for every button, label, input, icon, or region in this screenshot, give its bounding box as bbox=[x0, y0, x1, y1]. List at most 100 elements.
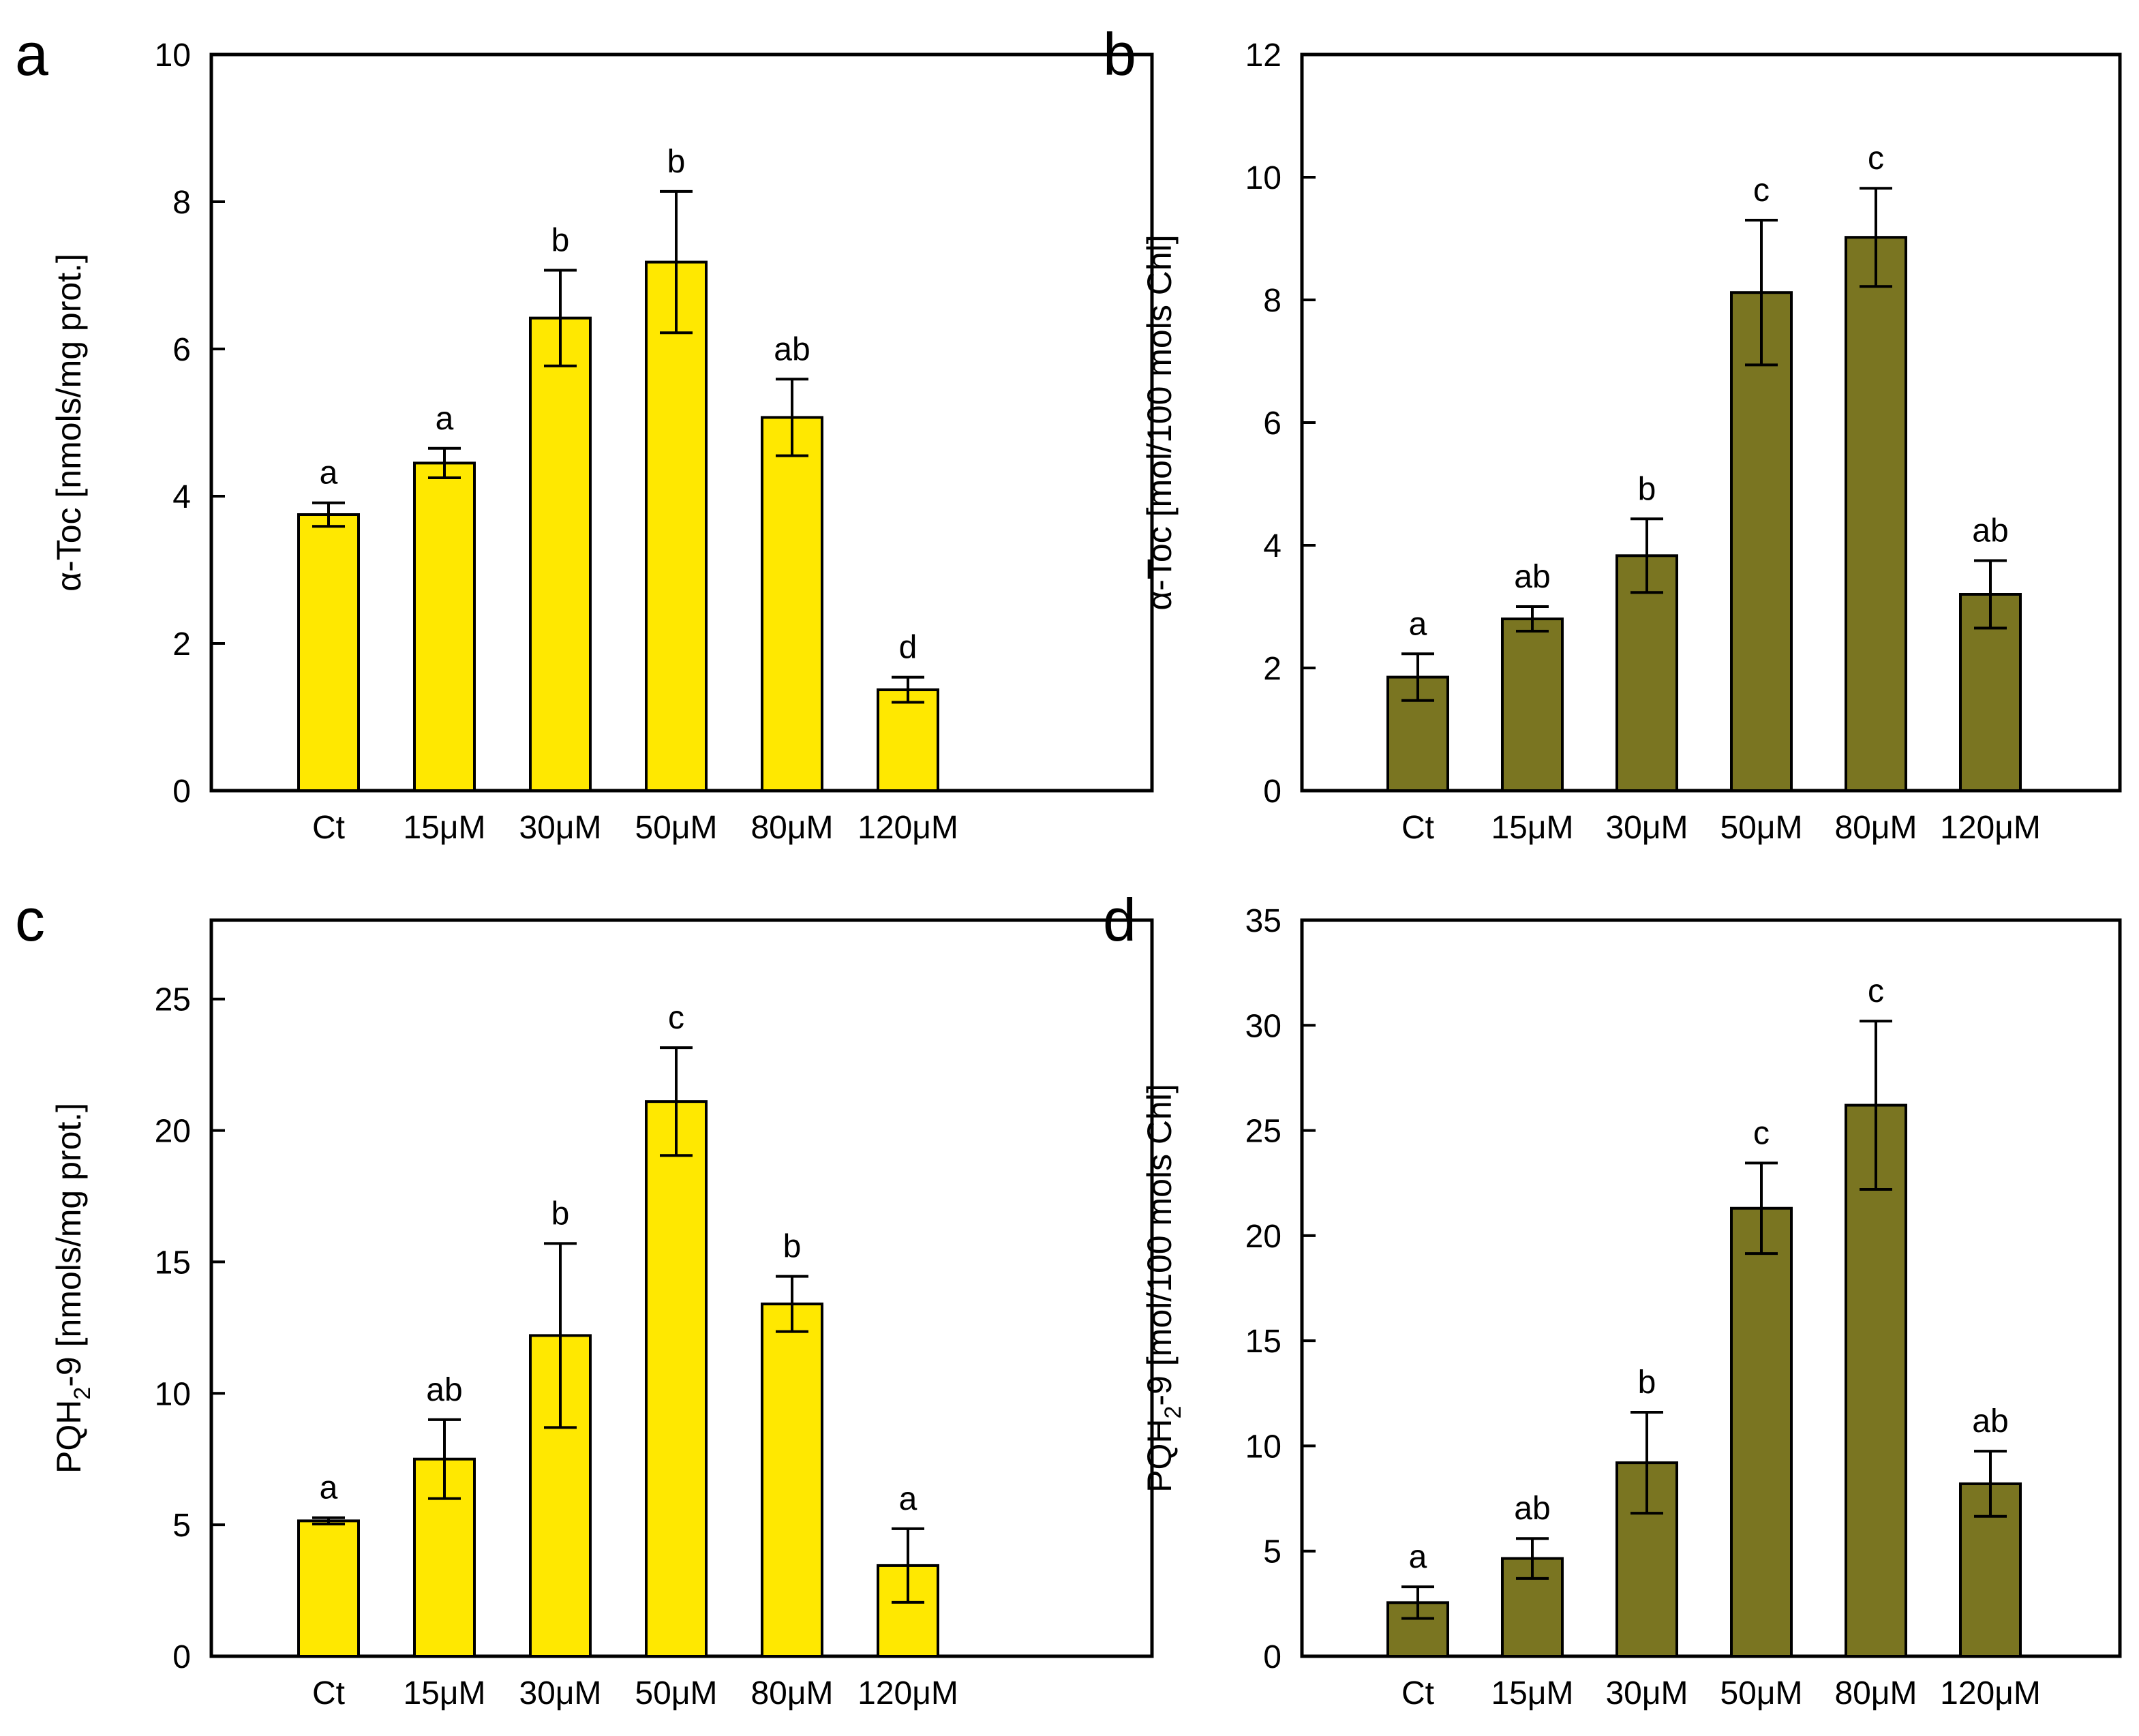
bar bbox=[1730, 1206, 1793, 1658]
category-label: 120μM bbox=[1940, 1675, 2041, 1711]
y-tick-label: 2 bbox=[172, 626, 191, 663]
category-label: Ct bbox=[312, 1675, 345, 1711]
y-tick-label: 0 bbox=[172, 774, 191, 810]
category-label: 30μM bbox=[1605, 810, 1688, 846]
plot-frame bbox=[1300, 918, 2122, 1658]
y-axis-label-subscript: 2 bbox=[1160, 1406, 1186, 1419]
significance-letter: ab bbox=[1514, 1491, 1550, 1527]
y-tick-label: 0 bbox=[172, 1639, 191, 1675]
y-tick-label: 25 bbox=[1245, 1114, 1281, 1150]
y-tick-label: 15 bbox=[1245, 1324, 1281, 1360]
significance-letter: c bbox=[668, 1000, 684, 1036]
significance-letter: b bbox=[551, 1196, 570, 1232]
significance-letter: ab bbox=[1972, 513, 2008, 549]
category-label: 120μM bbox=[858, 810, 958, 846]
y-tick-label: 4 bbox=[1263, 528, 1281, 564]
bar bbox=[297, 513, 360, 792]
category-label: 30μM bbox=[519, 1675, 601, 1711]
y-axis-label: PQH2-9 [mol/100 mols Chl] bbox=[1140, 1084, 1186, 1493]
y-tick-label: 20 bbox=[155, 1114, 191, 1150]
y-axis-label: α-Toc [nmols/mg prot.] bbox=[50, 254, 88, 592]
category-label: 80μM bbox=[1834, 1675, 1917, 1711]
y-axis-label-main: PQH bbox=[50, 1400, 88, 1474]
y-tick-label: 6 bbox=[1263, 406, 1281, 442]
y-tick-label: 0 bbox=[1263, 774, 1281, 810]
y-axis-label-rest: -9 [mol/100 mols Chl] bbox=[1140, 1084, 1179, 1405]
category-label: 15μM bbox=[1491, 1675, 1573, 1711]
bar bbox=[761, 1303, 823, 1658]
significance-letter: a bbox=[1409, 1539, 1427, 1575]
significance-letter: c bbox=[1868, 973, 1884, 1009]
category-label: 80μM bbox=[750, 1675, 833, 1711]
significance-letter: a bbox=[899, 1481, 917, 1517]
y-axis-label-main: PQH bbox=[1140, 1418, 1179, 1492]
chart-panel-a: a 0 2 4 6 8 10 α-Toc [nmols/mg prot.] a Ct a 15μM b 3… bbox=[15, 20, 1154, 846]
significance-letter: ab bbox=[1972, 1403, 2008, 1440]
category-label: 30μM bbox=[519, 810, 601, 846]
significance-letter: d bbox=[899, 630, 917, 666]
significance-letter: a bbox=[320, 455, 338, 491]
panel-letter: a bbox=[15, 20, 48, 88]
y-tick-label: 20 bbox=[1245, 1219, 1281, 1255]
category-label: Ct bbox=[1401, 1675, 1434, 1711]
y-axis-label: α-Toc [mol/100 mols Chl] bbox=[1140, 234, 1179, 610]
panel-letter: d bbox=[1103, 886, 1136, 954]
y-tick-label: 0 bbox=[1263, 1639, 1281, 1675]
category-label: 50μM bbox=[635, 810, 717, 846]
y-tick-label: 12 bbox=[1245, 37, 1281, 74]
bar bbox=[1615, 554, 1678, 792]
significance-letter: b bbox=[783, 1229, 802, 1265]
y-axis-label: PQH2-9 [nmols/mg prot.] bbox=[50, 1103, 95, 1474]
category-label: 50μM bbox=[635, 1675, 717, 1711]
significance-letter: b bbox=[1638, 1365, 1656, 1401]
y-tick-label: 10 bbox=[1245, 160, 1281, 196]
category-label: 120μM bbox=[1940, 810, 2041, 846]
significance-letter: a bbox=[320, 1470, 338, 1506]
y-tick-label: 8 bbox=[172, 185, 191, 221]
y-tick-label: 15 bbox=[155, 1245, 191, 1281]
significance-letter: c bbox=[1753, 172, 1770, 209]
y-tick-label: 30 bbox=[1245, 1008, 1281, 1044]
y-tick-label: 5 bbox=[1263, 1534, 1281, 1570]
bar bbox=[645, 260, 708, 792]
y-tick-label: 6 bbox=[172, 332, 191, 368]
y-axis-label-subscript: 2 bbox=[70, 1387, 95, 1400]
category-label: 120μM bbox=[858, 1675, 958, 1711]
category-label: 15μM bbox=[1491, 810, 1573, 846]
bar bbox=[529, 316, 592, 792]
y-tick-label: 4 bbox=[172, 479, 191, 515]
bar bbox=[1845, 1103, 1907, 1658]
category-label: 50μM bbox=[1720, 1675, 1802, 1711]
significance-letter: ab bbox=[1514, 559, 1550, 595]
panel-letter: b bbox=[1103, 20, 1136, 88]
category-label: 15μM bbox=[403, 810, 485, 846]
bar bbox=[645, 1100, 708, 1658]
bar bbox=[1501, 618, 1564, 792]
significance-letter: c bbox=[1753, 1115, 1770, 1151]
bar bbox=[1730, 291, 1793, 792]
significance-letter: a bbox=[436, 401, 454, 437]
y-tick-label: 2 bbox=[1263, 651, 1281, 687]
y-tick-label: 35 bbox=[1245, 903, 1281, 939]
panel-letter: c bbox=[15, 886, 45, 954]
category-label: 80μM bbox=[750, 810, 833, 846]
y-tick-label: 10 bbox=[155, 1376, 191, 1412]
category-label: 50μM bbox=[1720, 810, 1802, 846]
category-label: Ct bbox=[1401, 810, 1434, 846]
bar bbox=[297, 1519, 360, 1658]
significance-letter: c bbox=[1868, 140, 1884, 177]
significance-letter: ab bbox=[774, 331, 810, 367]
y-axis-label-rest: -9 [nmols/mg prot.] bbox=[50, 1103, 88, 1387]
significance-letter: b bbox=[667, 144, 686, 180]
significance-letter: ab bbox=[426, 1372, 462, 1408]
bar bbox=[413, 461, 476, 793]
bar bbox=[761, 416, 823, 792]
y-tick-label: 8 bbox=[1263, 283, 1281, 319]
category-label: Ct bbox=[312, 810, 345, 846]
y-tick-label: 10 bbox=[155, 37, 191, 74]
chart-panel-b: b 0 2 4 6 8 10 12 α-Toc [mol/100 mols Chl] a Ct ab 1… bbox=[1103, 20, 2122, 846]
y-tick-label: 10 bbox=[1245, 1429, 1281, 1465]
category-label: 80μM bbox=[1834, 810, 1917, 846]
